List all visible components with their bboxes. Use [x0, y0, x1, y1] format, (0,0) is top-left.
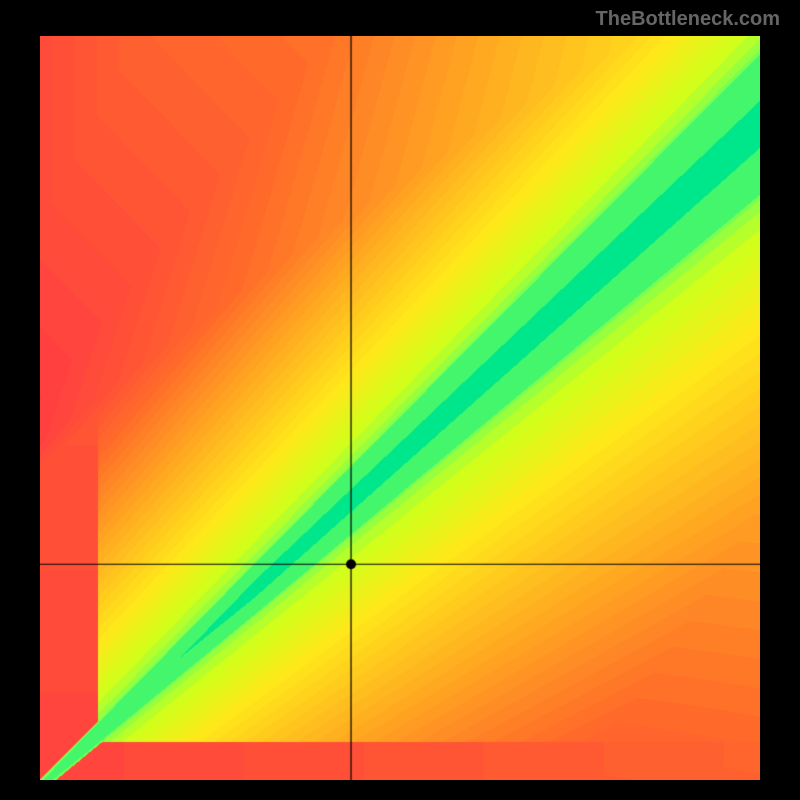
- heatmap-canvas: [40, 36, 760, 780]
- watermark-text: TheBottleneck.com: [596, 8, 780, 31]
- heatmap-plot-area: [40, 36, 760, 780]
- chart-container: TheBottleneck.com: [0, 0, 800, 800]
